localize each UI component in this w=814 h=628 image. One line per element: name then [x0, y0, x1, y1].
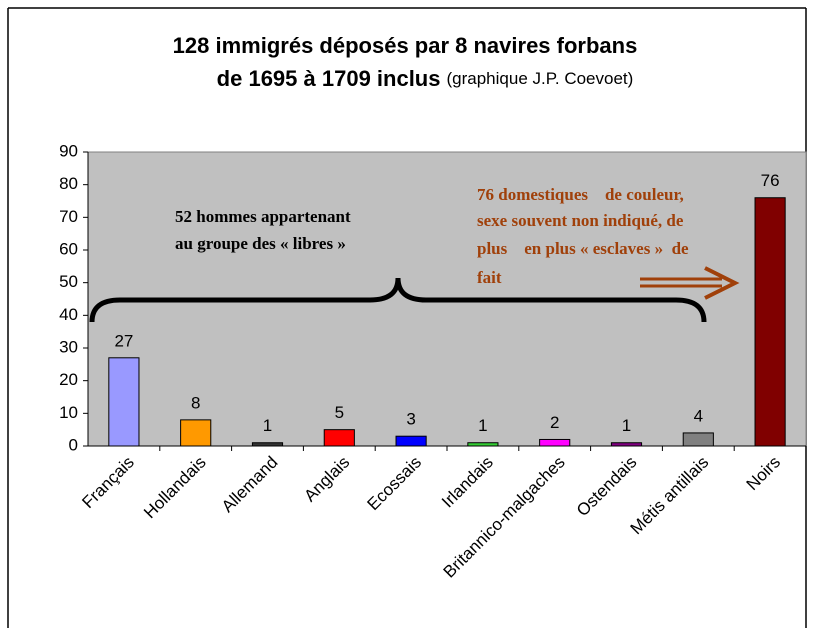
x-tick-label: Ecossais	[364, 453, 426, 515]
annotation: au groupe des « libres »	[175, 234, 346, 253]
bar	[610, 442, 643, 447]
value-label: 27	[114, 331, 133, 350]
value-label: 1	[622, 416, 631, 435]
bar	[467, 442, 499, 447]
value-label: 4	[694, 406, 703, 425]
bar	[539, 438, 571, 447]
arrow	[640, 277, 722, 288]
y-tick-label: 70	[59, 207, 78, 226]
bar	[251, 442, 284, 447]
x-tick-label: Anglais	[300, 453, 353, 506]
x-tick-label: Hollandais	[140, 453, 210, 523]
y-tick-label: 0	[69, 435, 78, 454]
annotation: 52 hommes appartenant	[175, 207, 351, 226]
x-tick-label: Français	[78, 453, 138, 513]
value-label: 3	[406, 410, 415, 429]
bar	[180, 419, 212, 447]
bar	[682, 432, 714, 447]
chart-title: 128 immigrés déposés par 8 navires forba…	[173, 33, 638, 58]
y-tick-label: 40	[59, 305, 78, 324]
x-tick-label: Ostendais	[573, 453, 641, 521]
value-label: 1	[478, 416, 487, 435]
x-tick-label: Noirs	[743, 453, 784, 494]
y-tick-label: 30	[59, 337, 78, 356]
bar	[108, 357, 140, 447]
chart-subtitle: de 1695 à 1709 inclus	[217, 66, 441, 91]
annotation: fait	[477, 268, 502, 287]
value-label: 5	[335, 403, 344, 422]
bar	[754, 197, 786, 447]
annotation: plus en plus « esclaves » de	[477, 239, 689, 258]
y-tick-label: 10	[59, 403, 78, 422]
y-tick-label: 20	[59, 370, 78, 389]
bar	[395, 435, 427, 447]
chart-credit: (graphique J.P. Coevoet)	[447, 69, 634, 88]
x-tick-label: Britannico-malgaches	[440, 453, 569, 582]
y-tick-label: 80	[59, 174, 78, 193]
y-tick-label: 60	[59, 239, 78, 258]
value-label: 2	[550, 413, 559, 432]
annotation: 76 domestiques de couleur,	[477, 185, 684, 204]
x-tick-label: Allemand	[218, 453, 282, 517]
y-tick-label: 90	[59, 141, 78, 160]
value-label: 76	[761, 171, 780, 190]
value-label: 8	[191, 393, 200, 412]
brace	[89, 277, 707, 323]
y-tick-label: 50	[59, 272, 78, 291]
x-tick-label: Irlandais	[438, 453, 497, 512]
subtitle-line: de 1695 à 1709 inclus (graphique J.P. Coe…	[217, 66, 634, 91]
value-label: 1	[263, 416, 272, 435]
arrow-head	[704, 266, 740, 300]
bar	[323, 429, 355, 447]
annotation: sexe souvent non indiqué, de	[477, 211, 684, 230]
